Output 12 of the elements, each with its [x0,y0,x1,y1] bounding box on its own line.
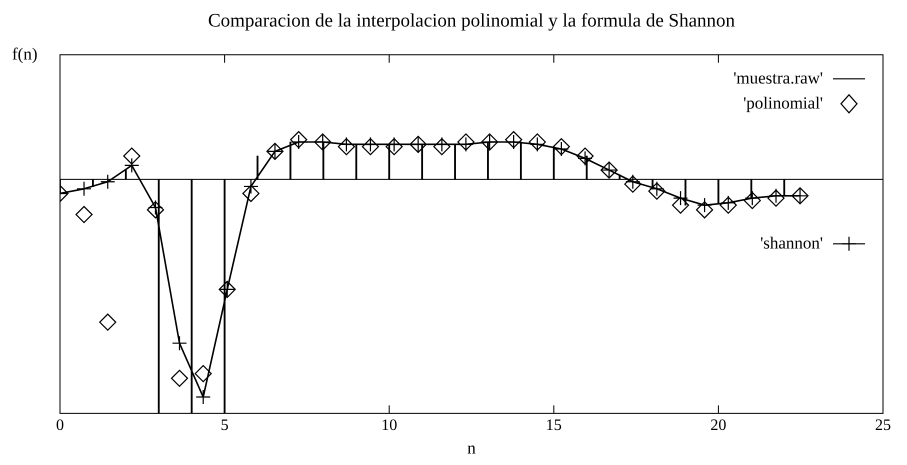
chart-title: Comparacion de la interpolacion polinomial y la formula de Shannon [208,10,736,32]
x-tick-label: 15 [546,417,562,434]
x-axis-title: n [467,438,476,458]
x-tick-label: 0 [56,417,64,434]
x-tick-label: 20 [710,417,726,434]
legend-label: 'muestra.raw' [733,68,823,88]
x-tick-label: 10 [381,417,398,434]
legend-label: 'polinomial' [743,93,823,112]
legend-label: 'shannon' [760,233,823,252]
y-axis-title: f(n) [12,44,38,64]
x-tick-label: 5 [220,417,229,434]
x-tick-label: 25 [875,417,891,434]
